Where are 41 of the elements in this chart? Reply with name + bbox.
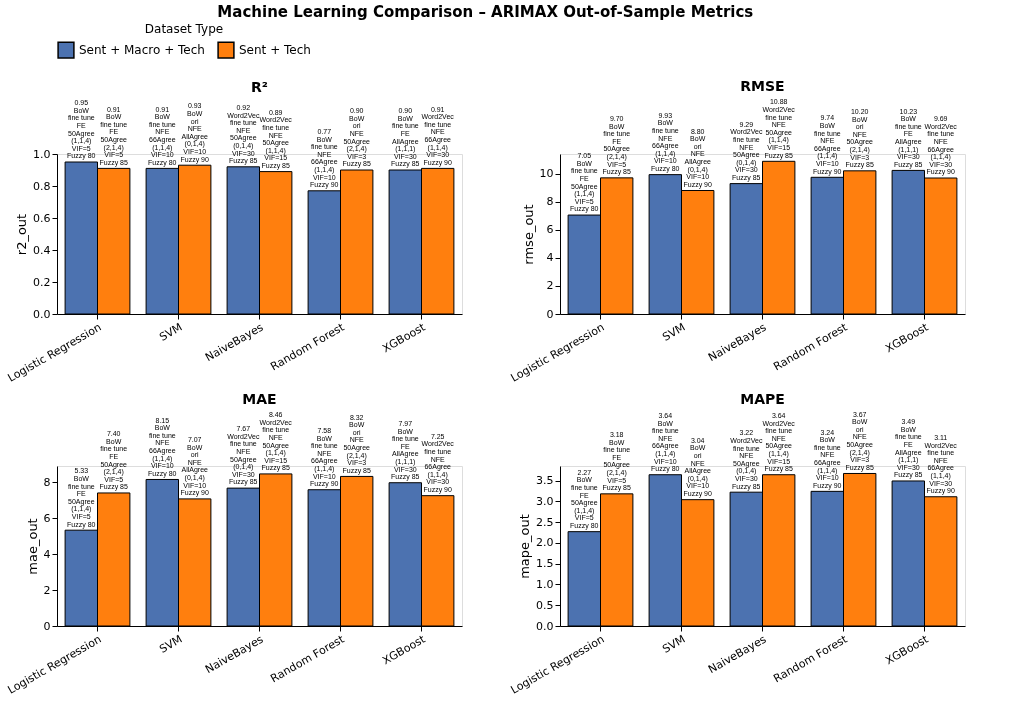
y-tick-label: 4 xyxy=(43,547,51,561)
y-axis-title: rmse_out xyxy=(520,204,536,265)
x-tick-label: SVM xyxy=(660,632,688,656)
y-tick-label: 0.0 xyxy=(33,307,51,321)
y-tick-label: 8 xyxy=(546,195,554,209)
x-tick-label: SVM xyxy=(660,320,688,344)
y-axis-title: mae_out xyxy=(24,518,40,575)
y-tick-label: 0.8 xyxy=(33,179,51,193)
y-tick-label: 1.5 xyxy=(536,557,554,571)
y-tick-label: 2.5 xyxy=(536,515,554,529)
y-tick-label: 0.2 xyxy=(33,275,51,289)
y-tick-label: 1.0 xyxy=(536,577,554,591)
legend-label: Sent + Tech xyxy=(239,43,311,58)
y-tick-label: 10 xyxy=(539,167,554,181)
y-tick-label: 2 xyxy=(43,583,51,597)
y-tick-label: 0 xyxy=(546,307,554,321)
y-axis-title: mape_out xyxy=(517,514,533,579)
legend-label: Sent + Macro + Tech xyxy=(79,43,205,58)
chart-title: MAE xyxy=(242,391,277,408)
y-tick-label: 0.6 xyxy=(33,211,51,225)
y-tick-label: 0 xyxy=(43,619,51,633)
x-tick-label: SVM xyxy=(157,632,185,656)
y-axis-title: r2_out xyxy=(14,213,30,256)
y-tick-label: 6 xyxy=(43,511,51,525)
chart-title: RMSE xyxy=(740,78,785,95)
y-tick-label: 4 xyxy=(546,251,554,265)
y-tick-label: 2 xyxy=(546,279,554,293)
chart-title: MAPE xyxy=(740,390,785,407)
y-tick-label: 3.5 xyxy=(536,474,554,488)
y-tick-label: 0.4 xyxy=(33,243,51,257)
chart-title: R² xyxy=(251,79,268,96)
legend-title: Dataset Type xyxy=(144,22,224,36)
y-tick-label: 8 xyxy=(43,475,51,489)
y-tick-label: 0.5 xyxy=(536,598,554,612)
y-tick-label: 6 xyxy=(546,223,554,237)
y-tick-label: 0.0 xyxy=(536,619,554,633)
text: Machine Learning Comparison – ARIMAX Out-of-Sample Metrics xyxy=(217,3,754,21)
y-tick-label: 2.0 xyxy=(536,536,554,550)
y-tick-label: 3.0 xyxy=(536,494,554,508)
x-tick-label: SVM xyxy=(157,320,185,344)
y-tick-label: 1.0 xyxy=(33,147,51,161)
